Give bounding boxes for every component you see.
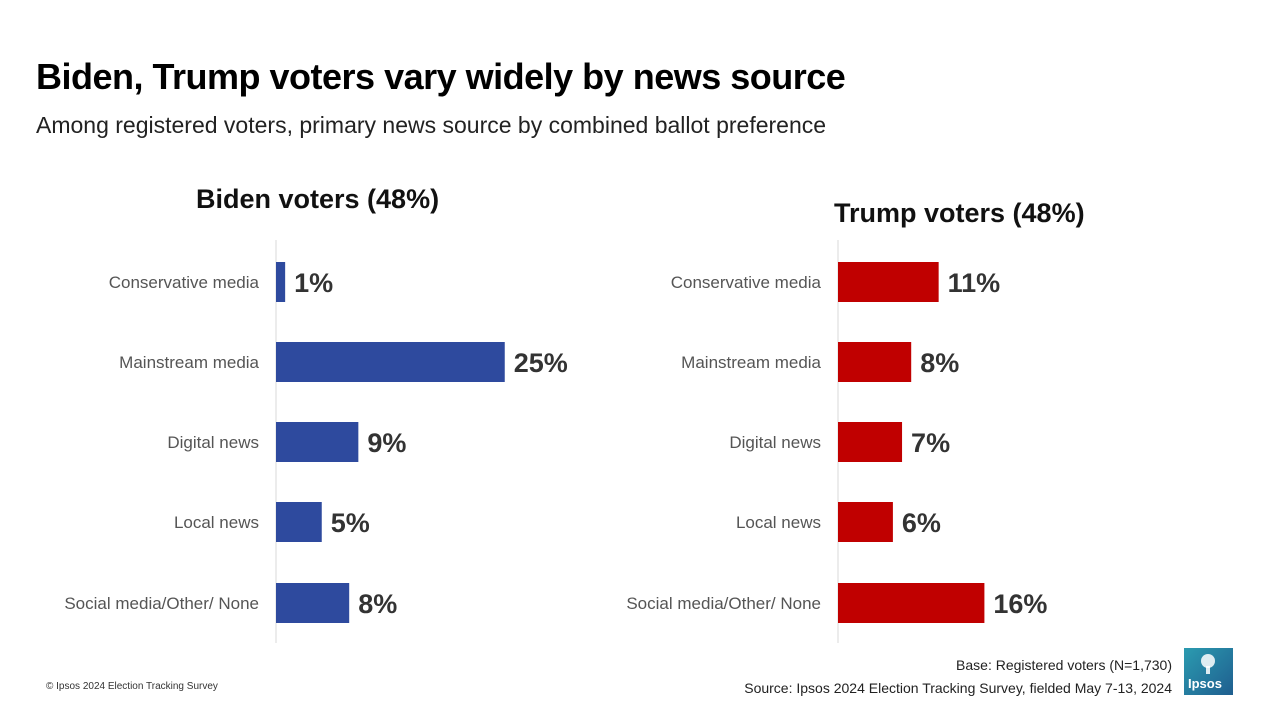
trump-category-label: Conservative media <box>671 273 822 292</box>
logo-text: Ipsos <box>1188 676 1222 691</box>
trump-value-label: 7% <box>911 428 950 458</box>
biden-category-label: Local news <box>174 513 259 532</box>
logo-mark-icon <box>1201 654 1215 674</box>
biden-bar <box>276 583 350 623</box>
biden-bar <box>276 502 322 542</box>
biden-value-label: 8% <box>358 589 397 619</box>
biden-category-label: Mainstream media <box>119 353 259 372</box>
trump-category-label: Mainstream media <box>681 353 821 372</box>
biden-value-label: 5% <box>331 508 370 538</box>
trump-chart-title: Trump voters (48%) <box>834 198 1085 228</box>
trump-category-label: Digital news <box>729 433 821 452</box>
trump-value-label: 11% <box>948 268 1001 298</box>
trump-value-label: 8% <box>920 348 959 378</box>
trump-bar <box>838 342 912 382</box>
biden-category-label: Conservative media <box>109 273 260 292</box>
trump-category-label: Social media/Other/ None <box>626 594 821 613</box>
trump-value-label: 6% <box>902 508 941 538</box>
trump-value-label: 16% <box>993 589 1047 619</box>
base-note: Base: Registered voters (N=1,730) <box>956 657 1172 673</box>
trump-bar <box>838 262 939 302</box>
trump-bar <box>838 583 985 623</box>
biden-bar <box>276 342 505 382</box>
biden-value-label: 25% <box>514 348 568 378</box>
biden-bar <box>276 422 359 462</box>
page-title: Biden, Trump voters vary widely by news … <box>36 56 846 97</box>
page-subtitle: Among registered voters, primary news so… <box>36 112 827 138</box>
biden-category-label: Social media/Other/ None <box>64 594 259 613</box>
biden-bar <box>276 262 286 302</box>
copyright-note: © Ipsos 2024 Election Tracking Survey <box>46 681 218 692</box>
biden-value-label: 9% <box>367 428 406 458</box>
source-note: Source: Ipsos 2024 Election Tracking Sur… <box>744 680 1172 696</box>
trump-bar <box>838 502 893 542</box>
trump-bar <box>838 422 903 462</box>
biden-value-label: 1% <box>294 268 333 298</box>
ipsos-logo: Ipsos <box>1184 648 1233 695</box>
trump-category-label: Local news <box>736 513 821 532</box>
biden-category-label: Digital news <box>167 433 259 452</box>
biden-chart: Biden voters (48%) Conservative media 1% Ma… <box>64 184 568 643</box>
biden-chart-title: Biden voters (48%) <box>196 184 439 214</box>
trump-chart: Trump voters (48%) Conservative media 11% M… <box>626 198 1085 643</box>
